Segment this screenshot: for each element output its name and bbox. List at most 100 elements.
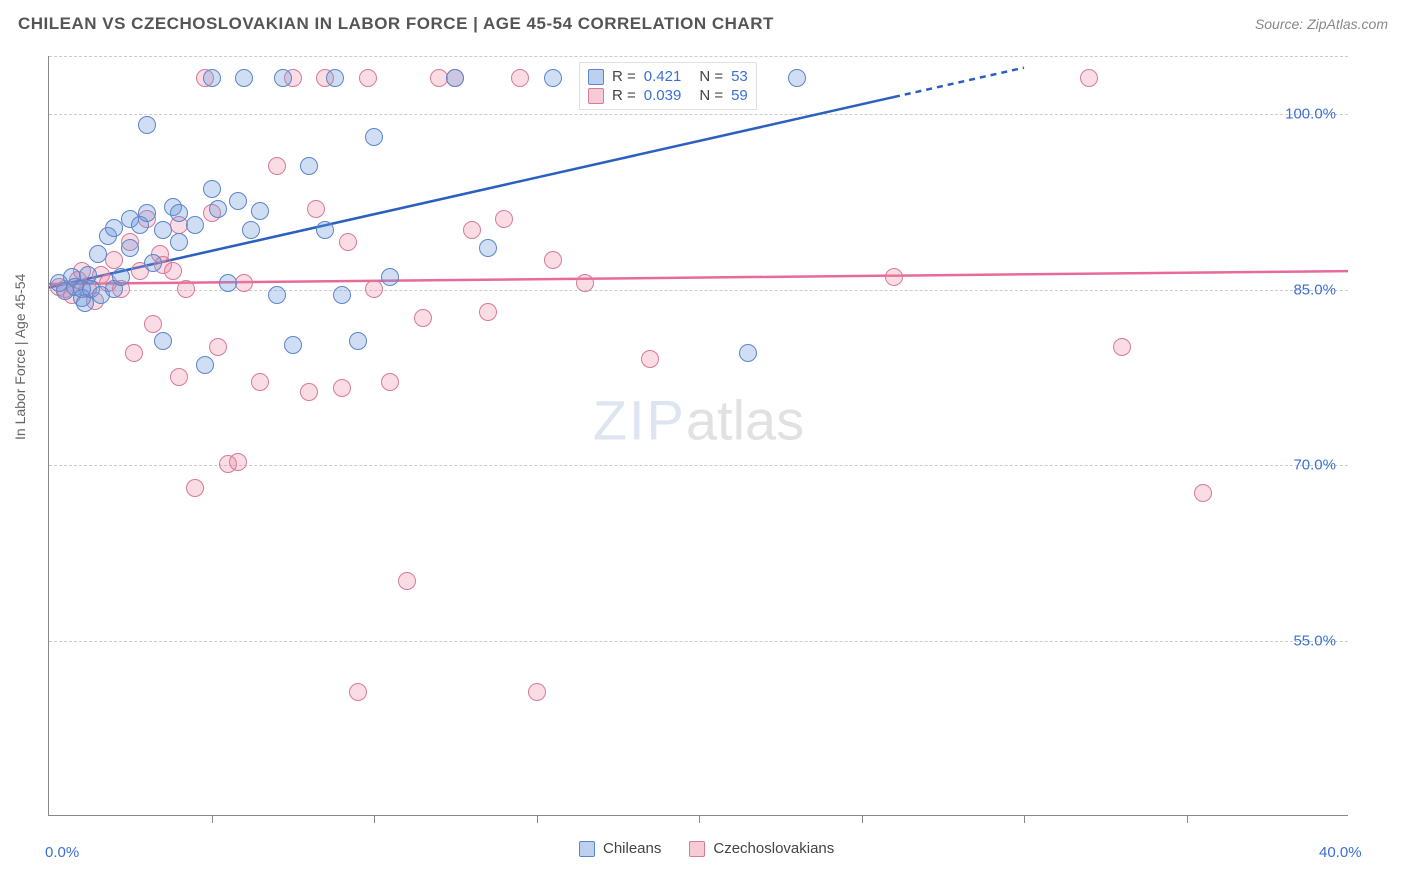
data-point: [398, 572, 416, 590]
stat-value-r: 0.421: [644, 68, 682, 85]
stat-value-n: 59: [731, 87, 748, 104]
data-point: [1113, 338, 1131, 356]
watermark-left: ZIP: [593, 389, 686, 452]
plot-area: ZIPatlas 55.0%70.0%85.0%100.0%0.0%40.0%R…: [48, 56, 1348, 816]
data-point: [268, 157, 286, 175]
data-point: [125, 344, 143, 362]
stat-label-r: R =: [612, 68, 636, 85]
data-point: [1080, 69, 1098, 87]
data-point: [229, 192, 247, 210]
y-tick-label: 100.0%: [1285, 106, 1336, 123]
data-point: [170, 204, 188, 222]
data-point: [885, 268, 903, 286]
data-point: [381, 268, 399, 286]
data-point: [326, 69, 344, 87]
data-point: [144, 254, 162, 272]
watermark-right: atlas: [686, 389, 804, 452]
data-point: [576, 274, 594, 292]
x-tick: [212, 815, 213, 823]
stat-label-r: R =: [612, 87, 636, 104]
y-tick-label: 55.0%: [1293, 632, 1336, 649]
data-point: [641, 350, 659, 368]
data-point: [219, 274, 237, 292]
data-point: [138, 116, 156, 134]
data-point: [242, 221, 260, 239]
data-point: [235, 274, 253, 292]
x-tick: [862, 815, 863, 823]
gridline: [49, 56, 1348, 57]
chart-container: CHILEAN VS CZECHOSLOVAKIAN IN LABOR FORC…: [0, 0, 1406, 892]
legend-label: Czechoslovakians: [713, 840, 834, 857]
data-point: [788, 69, 806, 87]
legend-swatch: [588, 69, 604, 85]
data-point: [316, 221, 334, 239]
trend-lines: [49, 56, 1348, 815]
data-point: [251, 202, 269, 220]
data-point: [479, 303, 497, 321]
legend-swatch: [588, 88, 604, 104]
legend-label: Chileans: [603, 840, 661, 857]
gridline: [49, 114, 1348, 115]
data-point: [359, 69, 377, 87]
data-point: [164, 262, 182, 280]
legend-swatch: [689, 841, 705, 857]
data-point: [186, 216, 204, 234]
data-point: [112, 268, 130, 286]
data-point: [170, 233, 188, 251]
data-point: [235, 69, 253, 87]
data-point: [544, 251, 562, 269]
data-point: [229, 453, 247, 471]
data-point: [544, 69, 562, 87]
data-point: [446, 69, 464, 87]
gridline: [49, 641, 1348, 642]
data-point: [333, 286, 351, 304]
data-point: [105, 251, 123, 269]
legend-item: Chileans: [579, 840, 661, 857]
data-point: [414, 309, 432, 327]
data-point: [170, 368, 188, 386]
source-label: Source: ZipAtlas.com: [1255, 16, 1388, 32]
bottom-legend: Chileans Czechoslovakians: [579, 840, 834, 857]
data-point: [365, 280, 383, 298]
data-point: [463, 221, 481, 239]
data-point: [381, 373, 399, 391]
stat-value-n: 53: [731, 68, 748, 85]
legend-item: Czechoslovakians: [689, 840, 834, 857]
legend-swatch: [579, 841, 595, 857]
data-point: [333, 379, 351, 397]
y-axis-label: In Labor Force | Age 45-54: [12, 274, 28, 440]
data-point: [154, 332, 172, 350]
stat-label-n: N =: [699, 68, 723, 85]
stats-row: R =0.039N =59: [588, 86, 748, 105]
x-tick-label: 40.0%: [1319, 844, 1362, 861]
x-tick-label: 0.0%: [45, 844, 79, 861]
data-point: [89, 245, 107, 263]
data-point: [284, 336, 302, 354]
data-point: [203, 180, 221, 198]
data-point: [154, 221, 172, 239]
data-point: [196, 356, 214, 374]
data-point: [209, 338, 227, 356]
data-point: [144, 315, 162, 333]
stats-box: R =0.421N =53R =0.039N =59: [579, 62, 757, 110]
x-tick: [537, 815, 538, 823]
data-point: [274, 69, 292, 87]
title-bar: CHILEAN VS CZECHOSLOVAKIAN IN LABOR FORC…: [0, 0, 1406, 40]
data-point: [251, 373, 269, 391]
data-point: [365, 128, 383, 146]
data-point: [307, 200, 325, 218]
x-tick: [374, 815, 375, 823]
data-point: [1194, 484, 1212, 502]
data-point: [349, 332, 367, 350]
data-point: [339, 233, 357, 251]
x-tick: [1187, 815, 1188, 823]
y-tick-label: 70.0%: [1293, 457, 1336, 474]
x-tick: [1024, 815, 1025, 823]
data-point: [511, 69, 529, 87]
data-point: [138, 204, 156, 222]
data-point: [203, 69, 221, 87]
data-point: [300, 157, 318, 175]
data-point: [186, 479, 204, 497]
stat-value-r: 0.039: [644, 87, 682, 104]
x-tick: [699, 815, 700, 823]
